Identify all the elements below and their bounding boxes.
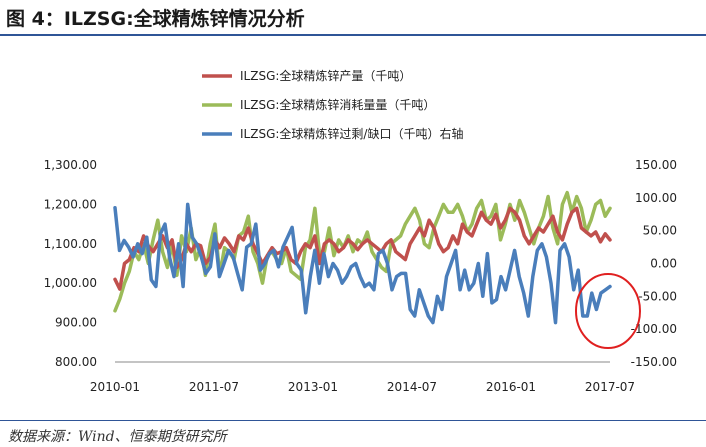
footer-divider	[0, 420, 706, 421]
title-divider	[0, 34, 706, 36]
x-tick-label: 2013-01	[288, 380, 338, 394]
zinc-balance-chart: ILZSG:全球精炼锌产量（千吨） ILZSG:全球精炼锌消耗量量（千吨） ILZS…	[44, 68, 677, 394]
annotation-layer	[575, 273, 641, 349]
y-left-tick-label: 1,200.00	[44, 197, 97, 211]
chart-legend: ILZSG:全球精炼锌产量（千吨） ILZSG:全球精炼锌消耗量量（千吨） ILZS…	[202, 68, 463, 141]
y-right-tick-label: 100.00	[635, 191, 677, 205]
legend-label: ILZSG:全球精炼锌过剩/缺口（千吨）右轴	[240, 126, 463, 141]
x-tick-label: 2010-01	[90, 380, 140, 394]
y-right-tick-label: 150.00	[635, 158, 677, 172]
legend-label: ILZSG:全球精炼锌产量（千吨）	[240, 68, 411, 83]
x-tick-label: 2014-07	[387, 380, 437, 394]
y-left-tick-label: 1,300.00	[44, 158, 97, 172]
chart-axes: 800.00 900.00 1,000.00 1,100.00 1,200.00 1,30…	[44, 158, 677, 394]
series-line-balance	[113, 202, 612, 325]
y-left-tick-label: 800.00	[55, 355, 97, 369]
x-tick-label: 2016-01	[486, 380, 536, 394]
page-title: 图 4：ILZSG:全球精炼锌情况分析	[6, 8, 305, 30]
y-left-tick-label: 1,100.00	[44, 237, 97, 251]
x-tick-label: 2017-07	[585, 380, 635, 394]
x-tick-label: 2011-07	[189, 380, 239, 394]
y-right-tick-label: -150.00	[631, 355, 677, 369]
series-layer	[113, 190, 612, 325]
y-right-tick-label: -100.00	[631, 322, 677, 336]
y-left-tick-label: 1,000.00	[44, 276, 97, 290]
y-left-tick-label: 900.00	[55, 316, 97, 330]
y-right-tick-label: 0.00	[650, 257, 677, 271]
legend-label: ILZSG:全球精炼锌消耗量量（千吨）	[240, 97, 435, 112]
y-right-tick-label: 50.00	[643, 224, 677, 238]
highlight-circle	[575, 273, 641, 349]
y-right-tick-label: -50.00	[638, 289, 677, 303]
data-source: 数据来源：Wind、恒泰期货研究所	[8, 429, 227, 445]
